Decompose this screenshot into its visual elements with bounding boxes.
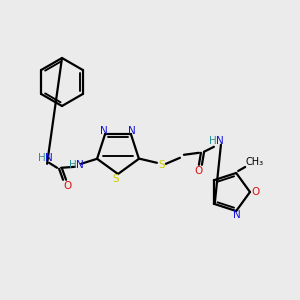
Text: H: H xyxy=(38,153,46,163)
Text: N: N xyxy=(216,136,224,146)
Text: H: H xyxy=(69,160,77,170)
Text: H: H xyxy=(209,136,217,146)
Text: O: O xyxy=(251,187,259,197)
Text: N: N xyxy=(76,160,84,170)
Text: N: N xyxy=(100,126,108,136)
Text: O: O xyxy=(195,166,203,176)
Text: CH₃: CH₃ xyxy=(245,157,263,167)
Text: N: N xyxy=(128,126,136,136)
Text: N: N xyxy=(45,153,53,163)
Text: S: S xyxy=(113,174,119,184)
Text: N: N xyxy=(233,210,241,220)
Text: O: O xyxy=(63,181,71,191)
Text: S: S xyxy=(159,160,165,170)
